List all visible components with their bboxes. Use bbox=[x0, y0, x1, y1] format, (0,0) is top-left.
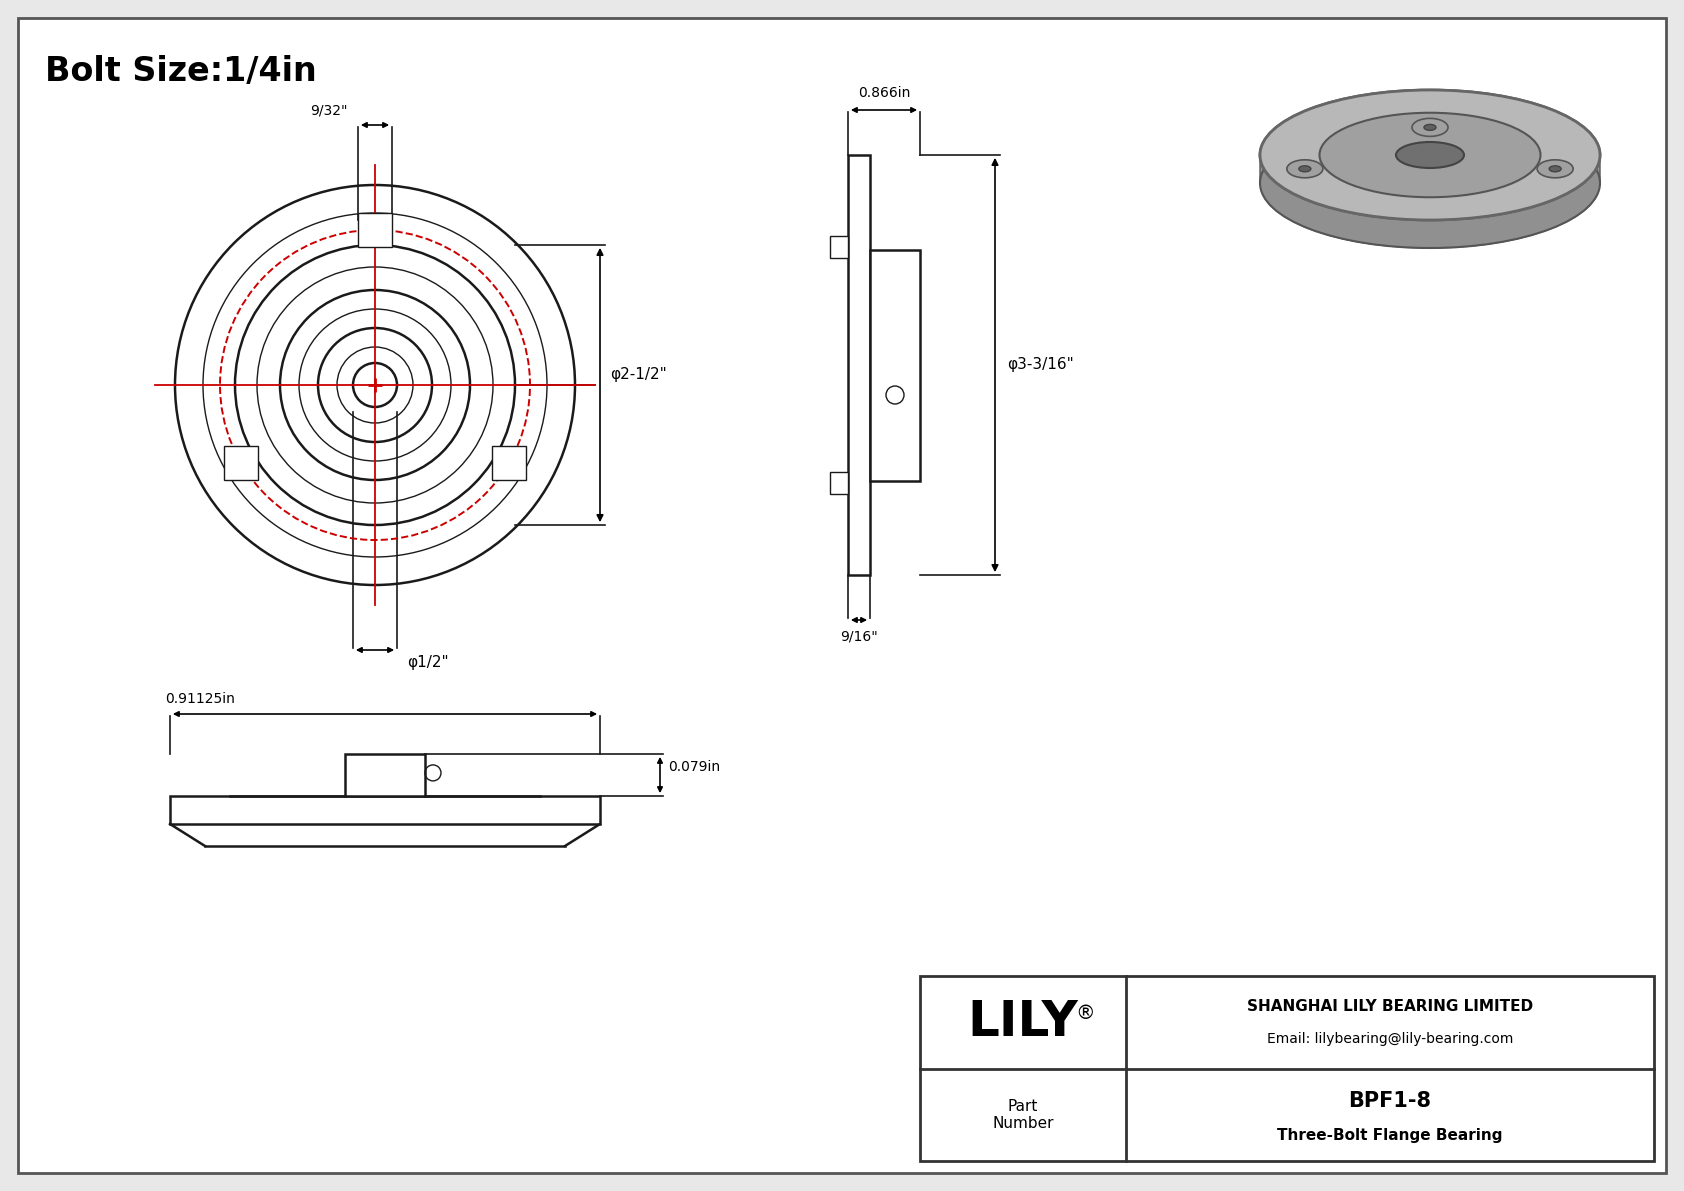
Bar bbox=[830, 472, 849, 493]
Ellipse shape bbox=[1320, 113, 1541, 198]
Bar bbox=[170, 796, 600, 824]
Text: LILY: LILY bbox=[967, 998, 1078, 1046]
Ellipse shape bbox=[1425, 124, 1436, 130]
Bar bbox=[224, 445, 258, 480]
Bar bbox=[345, 754, 424, 796]
Text: Bolt Size:1/4in: Bolt Size:1/4in bbox=[45, 55, 317, 88]
Text: φ3-3/16": φ3-3/16" bbox=[1007, 357, 1074, 373]
Ellipse shape bbox=[1537, 160, 1573, 177]
Ellipse shape bbox=[1260, 118, 1600, 248]
Text: ®: ® bbox=[1074, 1004, 1095, 1023]
Text: 0.866in: 0.866in bbox=[857, 86, 909, 100]
Bar bbox=[871, 249, 919, 480]
Text: φ2-1/2": φ2-1/2" bbox=[610, 368, 667, 382]
Polygon shape bbox=[1260, 155, 1600, 248]
Text: Three-Bolt Flange Bearing: Three-Bolt Flange Bearing bbox=[1276, 1128, 1502, 1142]
Text: SHANGHAI LILY BEARING LIMITED: SHANGHAI LILY BEARING LIMITED bbox=[1246, 999, 1532, 1014]
Ellipse shape bbox=[1411, 118, 1448, 137]
Ellipse shape bbox=[1396, 142, 1463, 168]
Bar bbox=[830, 236, 849, 258]
Ellipse shape bbox=[1549, 166, 1561, 172]
Text: 9/32": 9/32" bbox=[310, 102, 349, 117]
Bar bbox=[919, 975, 1654, 1161]
Ellipse shape bbox=[1260, 91, 1600, 220]
Text: 9/16": 9/16" bbox=[840, 630, 877, 644]
Text: Part
Number: Part Number bbox=[992, 1098, 1054, 1131]
Bar bbox=[492, 445, 525, 480]
Text: BPF1-8: BPF1-8 bbox=[1349, 1091, 1431, 1111]
Text: 0.079in: 0.079in bbox=[669, 760, 721, 774]
Bar bbox=[359, 213, 392, 247]
Text: 0.91125in: 0.91125in bbox=[165, 692, 234, 706]
Text: Email: lilybearing@lily-bearing.com: Email: lilybearing@lily-bearing.com bbox=[1266, 1031, 1512, 1046]
Ellipse shape bbox=[1260, 91, 1600, 220]
Text: φ1/2": φ1/2" bbox=[408, 655, 448, 671]
Bar bbox=[849, 155, 871, 575]
Ellipse shape bbox=[1298, 166, 1310, 172]
Ellipse shape bbox=[1287, 160, 1324, 177]
